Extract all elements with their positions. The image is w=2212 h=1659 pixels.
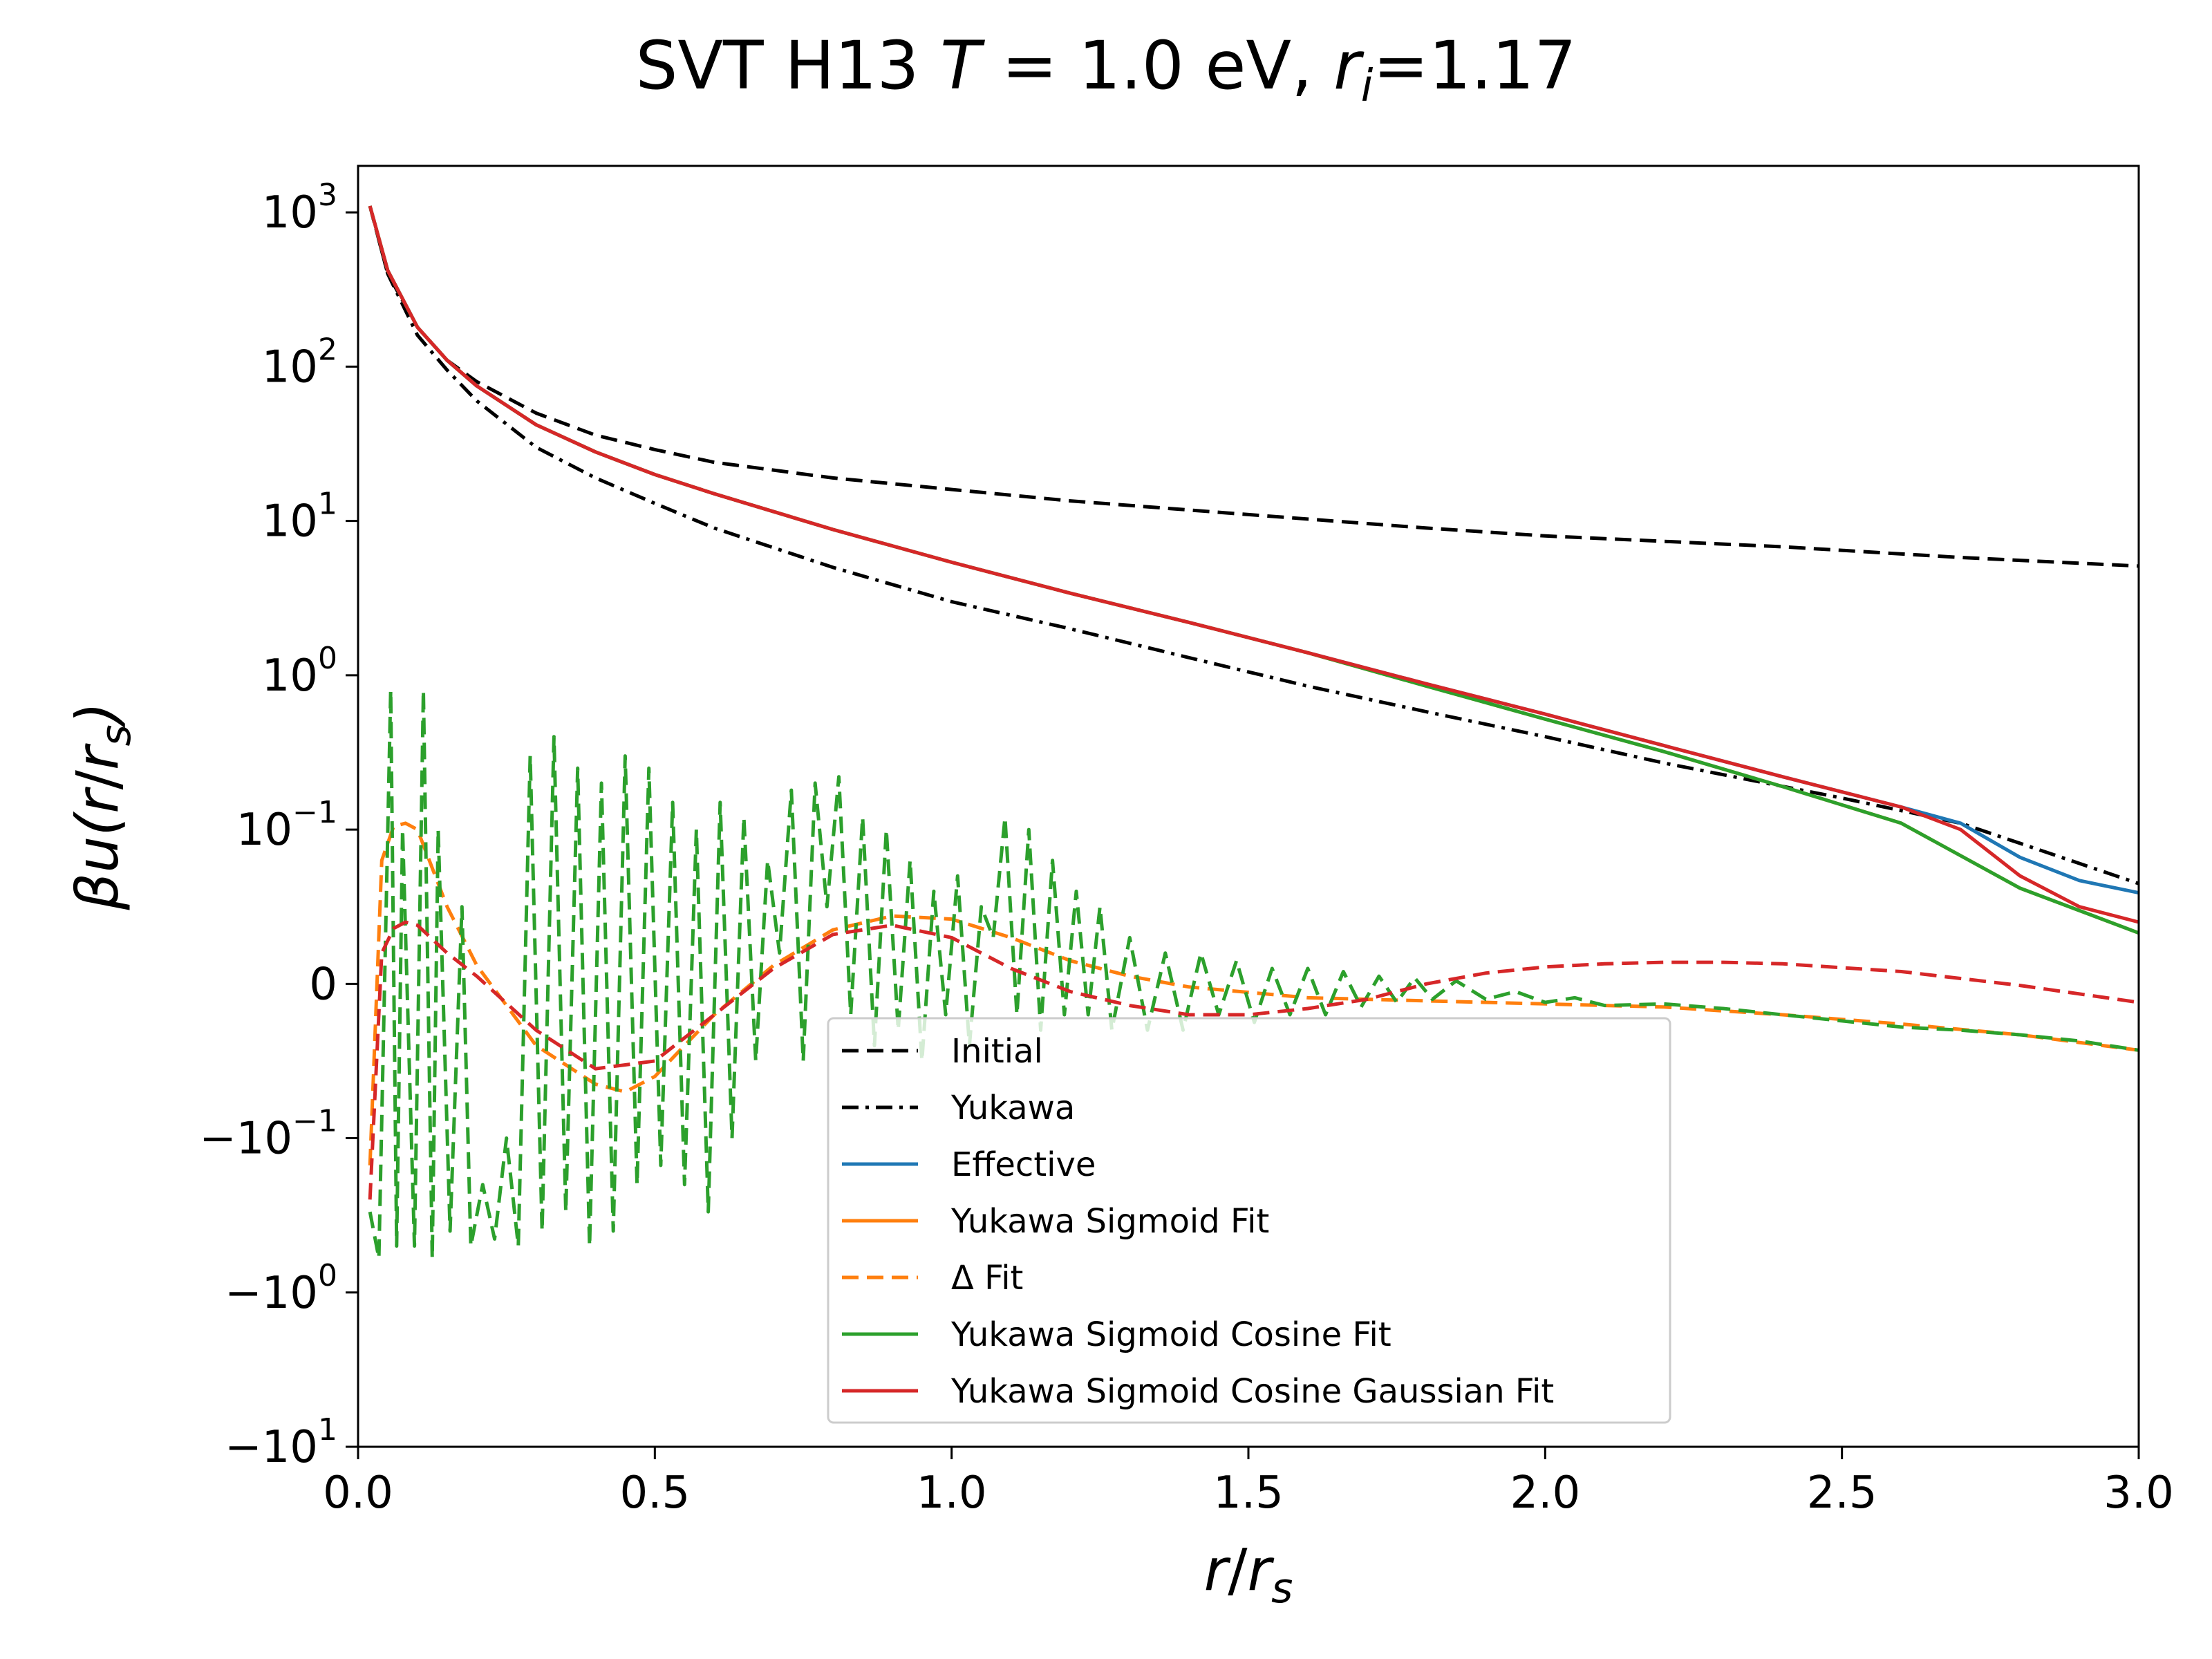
xlabel-part-1: r <box>1204 1536 1231 1604</box>
title-part-2: T <box>940 27 985 104</box>
xlabel-part-4: s <box>1271 1564 1293 1613</box>
x-tick-label: 3.0 <box>2103 1468 2174 1519</box>
title-part-5: i <box>1361 61 1374 112</box>
y-tick-label: −10−1 <box>199 1104 337 1165</box>
legend-label: Effective <box>951 1145 1096 1184</box>
series-line-yukawa-sigmoid-cosine-fit <box>368 205 2139 935</box>
series-line-effective <box>368 205 2139 895</box>
title-part-6: =1.17 <box>1373 27 1576 104</box>
series-line--fit <box>368 821 2139 1165</box>
tick-layer: 0.0 0.5 1.0 1.5 2.0 2.5 3.0 103 102 101 100 10−1 0 −1… <box>199 178 2174 1519</box>
y-tick-label: 10−1 <box>236 795 337 856</box>
x-axis-label: r/rs <box>1204 1536 1293 1613</box>
ylabel-part-3: / <box>64 769 131 789</box>
ylabel-part-5: s <box>92 724 140 746</box>
legend-label: Yukawa Sigmoid Cosine Gaussian Fit <box>950 1372 1554 1411</box>
title-part-3: = 1.0 eV, <box>981 27 1333 104</box>
y-tick-label: 103 <box>262 178 337 238</box>
series-line-yukawa-sigmoid-cosine-gaussian-fit <box>368 205 2139 924</box>
series-line-yukawa-sigmoid-fit <box>368 205 2139 935</box>
series-line--gaussian-fit-unlabeled- <box>368 920 2139 1200</box>
ylabel-part-1: βu( <box>64 812 131 911</box>
legend-label: Initial <box>951 1032 1043 1071</box>
legend: Initial Yukawa Effective Yukawa Sigmoid Fit… <box>827 1017 1671 1424</box>
xlabel-part-2: / <box>1228 1536 1248 1604</box>
legend-label: Yukawa Sigmoid Fit <box>950 1202 1269 1241</box>
series-line-yukawa <box>368 205 2139 885</box>
y-tick-label: −100 <box>225 1258 337 1319</box>
series-line-initial <box>368 205 2139 568</box>
series-line--cosine-fit-unlabeled- <box>368 688 2139 1260</box>
title-part-1: SVT H13 <box>635 27 940 104</box>
x-tick-label: 0.5 <box>619 1468 690 1519</box>
legend-label: Δ Fit <box>951 1259 1023 1297</box>
series-layer <box>368 205 2139 1260</box>
y-axis-label: βu(r/rs) <box>64 702 140 910</box>
x-tick-label: 1.0 <box>917 1468 987 1519</box>
legend-label: Yukawa <box>950 1089 1075 1127</box>
x-tick-label: 1.5 <box>1213 1468 1284 1519</box>
y-tick-label: 0 <box>309 959 337 1010</box>
legend-label: Yukawa Sigmoid Cosine Fit <box>950 1315 1391 1354</box>
y-tick-label: −101 <box>225 1412 337 1473</box>
xlabel-part-3: r <box>1248 1536 1275 1604</box>
ylabel-part-2: r <box>64 787 131 814</box>
title-part-4: r <box>1333 27 1365 104</box>
x-tick-label: 0.0 <box>323 1468 393 1519</box>
y-tick-label: 100 <box>262 641 337 702</box>
x-tick-label: 2.5 <box>1807 1468 1877 1519</box>
ylabel-part-6: ) <box>64 702 131 729</box>
legend-box <box>827 1017 1671 1424</box>
y-tick-label: 101 <box>262 487 337 547</box>
x-tick-label: 2.0 <box>1510 1468 1580 1519</box>
chart-title: SVT H13 T = 1.0 eV, ri=1.17 <box>635 27 1576 112</box>
y-tick-label: 102 <box>262 332 337 393</box>
ylabel-part-4: r <box>64 743 131 770</box>
